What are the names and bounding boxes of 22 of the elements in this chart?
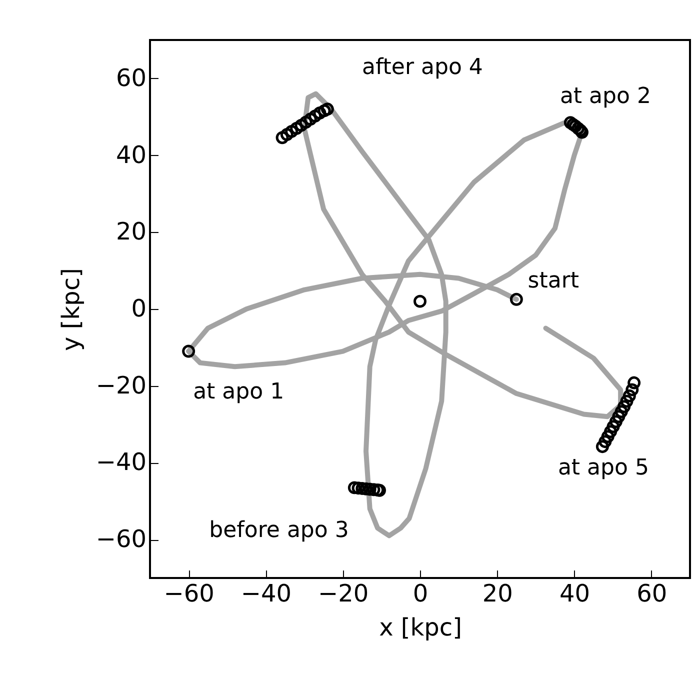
y-tick-label: −40 — [96, 448, 146, 476]
x-tick-label: −20 — [318, 580, 369, 608]
x-tick-label: 0 — [412, 580, 428, 608]
y-tick-label: 40 — [116, 140, 146, 169]
x-tick-label: −60 — [164, 580, 214, 608]
y-tick-label: −20 — [96, 371, 146, 400]
annotation: at apo 1 — [193, 379, 284, 404]
annotation: start — [528, 268, 580, 294]
y-tick-label: 20 — [116, 218, 146, 246]
annotation: at apo 5 — [558, 456, 649, 481]
annotation: after apo 4 — [362, 55, 483, 80]
x-tick-label: −40 — [240, 580, 292, 608]
y-axis-title: y [kpc] — [56, 268, 85, 351]
y-tick-label: 60 — [116, 64, 146, 92]
x-tick-label: 40 — [560, 580, 590, 608]
x-tick-label: 60 — [636, 580, 668, 608]
x-tick-label: 20 — [482, 580, 513, 608]
y-tick-label: −60 — [96, 525, 146, 554]
y-tick-label: 0 — [131, 294, 146, 322]
x-axis-title: x [kpc] — [379, 614, 462, 642]
annotation: before apo 3 — [209, 518, 349, 543]
annotation: at apo 2 — [560, 84, 651, 110]
